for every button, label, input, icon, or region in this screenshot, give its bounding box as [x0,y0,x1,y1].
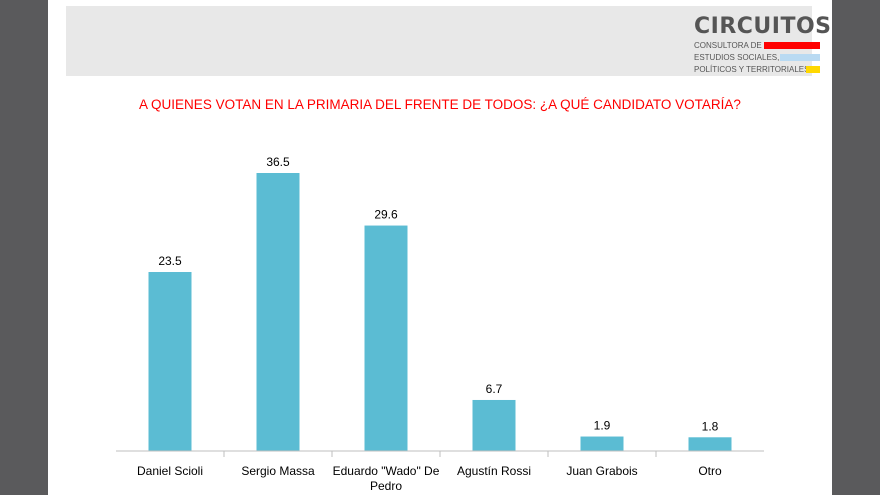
slide: CIRCUITOS CONSULTORA DE ESTUDIOS SOCIALE… [48,0,832,495]
category-label-3: Agustín Rossi [457,464,531,478]
bar-4 [580,436,624,451]
header-band: CIRCUITOS CONSULTORA DE ESTUDIOS SOCIALE… [66,6,831,76]
circuitos-logo: CIRCUITOS CONSULTORA DE ESTUDIOS SOCIALE… [694,12,831,78]
bar-5 [688,437,732,451]
chart-title: A QUIENES VOTAN EN LA PRIMARIA DEL FRENT… [139,97,741,112]
value-label-5: 1.8 [702,419,719,433]
logo-line-1: CONSULTORA DE [694,41,762,50]
value-label-3: 6.7 [486,382,503,396]
logo-red-bar [764,42,820,49]
category-label-0: Daniel Scioli [137,464,203,478]
bar-0 [148,272,192,451]
category-label-5: Otro [698,464,722,478]
value-label-2: 29.6 [374,208,398,222]
value-label-1: 36.5 [266,155,290,169]
logo-name: CIRCUITOS [694,14,832,39]
bar-2 [364,225,408,451]
category-label-1: Sergio Massa [241,464,315,478]
value-label-0: 23.5 [158,254,182,268]
logo-yellow-bar [806,66,820,73]
logo-blue-bar [780,54,820,61]
logo-line-2: ESTUDIOS SOCIALES, [694,53,780,62]
category-label-4: Juan Grabois [566,464,637,478]
bar-1 [256,173,300,451]
bar-chart: 23.5 36.5 29.6 6.7 1.9 1.8 Daniel Scioli Sergi… [116,155,764,493]
value-label-4: 1.9 [594,419,611,433]
logo-line-3: POLÍTICOS Y TERRITORIALES [694,65,810,74]
bar-3 [472,399,516,451]
category-label-2: Eduardo "Wado" De Pedro [333,464,440,493]
